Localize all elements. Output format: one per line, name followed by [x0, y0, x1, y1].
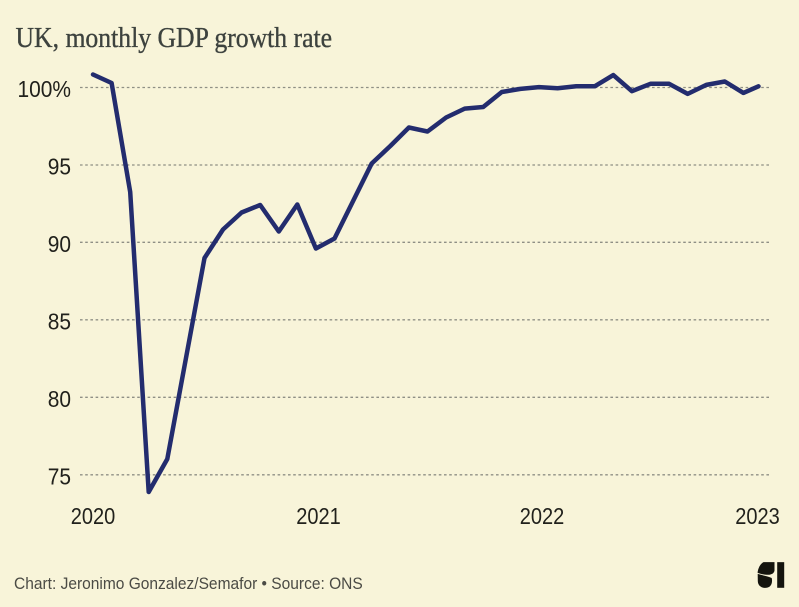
svg-text:95: 95 — [48, 153, 71, 179]
svg-text:2020: 2020 — [71, 503, 116, 530]
svg-text:80: 80 — [48, 386, 71, 412]
svg-text:75: 75 — [48, 463, 71, 489]
svg-text:100%: 100% — [18, 76, 71, 102]
svg-text:2023: 2023 — [735, 503, 780, 530]
svg-text:UK, monthly GDP growth rate: UK, monthly GDP growth rate — [16, 22, 333, 53]
svg-text:90: 90 — [48, 231, 71, 257]
svg-text:2021: 2021 — [296, 503, 340, 530]
svg-text:85: 85 — [48, 308, 71, 334]
svg-text:Chart: Jeronimo Gonzalez/Semaf: Chart: Jeronimo Gonzalez/Semafor • Sourc… — [14, 574, 363, 593]
svg-text:2022: 2022 — [520, 503, 564, 530]
